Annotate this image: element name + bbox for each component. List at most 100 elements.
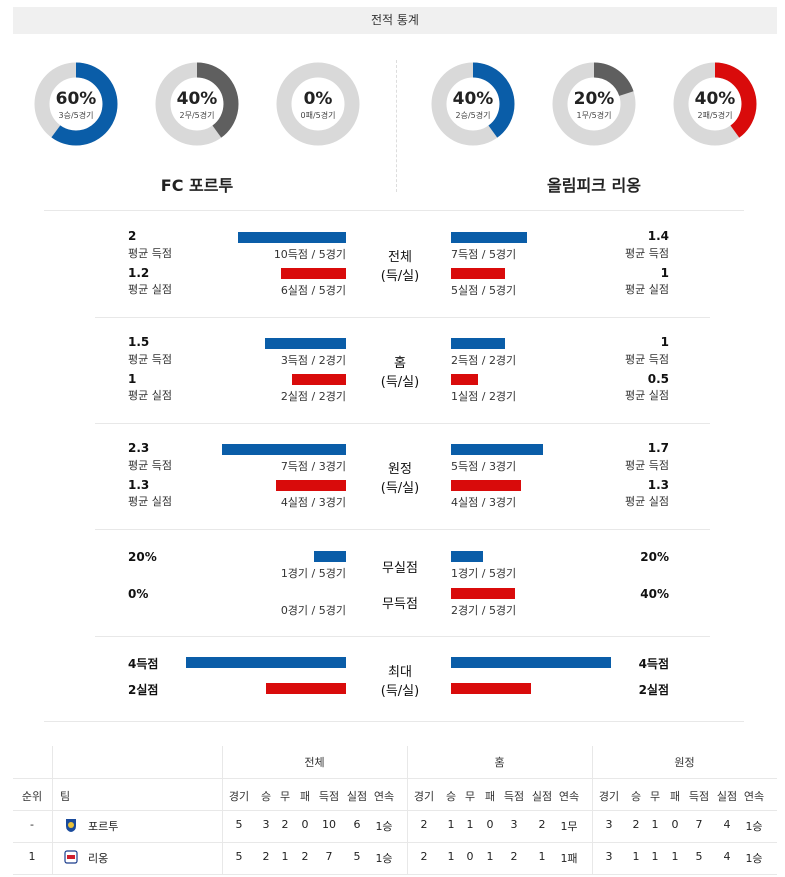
- right-max-against-value: 2실점: [638, 683, 669, 697]
- left-max-against-value: 2실점: [128, 683, 159, 697]
- left-for-label: 평균 득점: [128, 247, 172, 260]
- max-subtitle: (득/실): [380, 684, 420, 699]
- right-for-caption: 7득점 / 5경기: [451, 248, 517, 261]
- left-donut-2: 0% 0패/5경기: [276, 62, 360, 146]
- column-header: 연속: [373, 790, 395, 803]
- donut-caption: 2무/5경기: [179, 111, 215, 120]
- right-for-value: 1: [660, 335, 669, 349]
- column-header: 득점: [503, 790, 525, 803]
- table-divider: [13, 842, 777, 843]
- stat-cell: 4: [723, 818, 731, 831]
- right-donut-2: 40% 2패/5경기: [673, 62, 757, 146]
- right-for-bar: [451, 338, 505, 349]
- column-header: 실점: [346, 790, 368, 803]
- team-cell[interactable]: 리옹: [88, 852, 109, 865]
- donut-arc: [155, 62, 239, 146]
- stat-cell: 1: [447, 818, 455, 831]
- left-for-bar: [222, 444, 346, 455]
- center-divider: [396, 60, 397, 192]
- left-against-caption: 4실점 / 3경기: [280, 496, 346, 509]
- stat-cell: 3: [605, 850, 613, 863]
- right-for-bar: [451, 444, 543, 455]
- rank-cell: -: [30, 818, 34, 831]
- stat-cell: 1승: [745, 820, 763, 833]
- left-for-value: 2.3: [128, 441, 150, 455]
- left-donut-1: 40% 2무/5경기: [155, 62, 239, 146]
- section-divider: [95, 636, 710, 637]
- stat-cell: 0: [301, 818, 309, 831]
- left-for-label: 평균 득점: [128, 353, 172, 366]
- table-vline: [592, 746, 593, 874]
- left-clean-bar: [314, 551, 346, 562]
- team-name-right: 올림피크 리옹: [547, 176, 641, 195]
- right-against-bar: [451, 480, 521, 491]
- left-max-for-value: 4득점: [128, 657, 159, 671]
- column-header: 연속: [558, 790, 580, 803]
- stat-cell: 3: [605, 818, 613, 831]
- left-against-label: 평균 실점: [128, 495, 172, 508]
- donut-track: [276, 62, 360, 146]
- right-donut-1: 20% 1무/5경기: [552, 62, 636, 146]
- donut-arc: [431, 62, 515, 146]
- right-max-for-value: 4득점: [638, 657, 669, 671]
- left-against-label: 평균 실점: [128, 389, 172, 402]
- section-title: 홈: [394, 356, 406, 371]
- section-title: 원정: [388, 462, 412, 477]
- section-subtitle: (득/실): [380, 481, 420, 496]
- donut-arc: [552, 62, 636, 146]
- right-max-against-bar: [451, 683, 531, 694]
- right-against-bar: [451, 268, 505, 279]
- stat-cell: 0: [486, 818, 494, 831]
- column-header: 패: [669, 790, 681, 803]
- team-cell[interactable]: 포르투: [88, 820, 119, 833]
- right-for-caption: 5득점 / 3경기: [451, 460, 517, 473]
- left-for-value: 2: [128, 229, 137, 243]
- column-header: 득점: [318, 790, 340, 803]
- table-vline: [52, 746, 53, 874]
- stat-cell: 3: [510, 818, 518, 831]
- column-header: 득점: [688, 790, 710, 803]
- donut-caption: 2승/5경기: [455, 111, 491, 120]
- rank-header: 순위: [21, 790, 43, 803]
- stat-cell: 1: [651, 850, 659, 863]
- donut-arc: [673, 62, 757, 146]
- donut-caption: 2패/5경기: [697, 111, 733, 120]
- right-against-value: 1.3: [647, 478, 669, 492]
- left-for-caption: 10득점 / 5경기: [273, 248, 346, 261]
- column-header: 경기: [228, 790, 250, 803]
- left-against-value: 1.2: [128, 266, 150, 280]
- stat-cell: 5: [353, 850, 361, 863]
- team-name-left: FC 포르투: [160, 176, 234, 195]
- donut-caption: 3승/5경기: [58, 111, 94, 120]
- right-noscore-bar: [451, 588, 515, 599]
- column-header: 패: [299, 790, 311, 803]
- column-header: 실점: [716, 790, 738, 803]
- right-against-label: 평균 실점: [625, 283, 669, 296]
- stat-cell: 7: [325, 850, 333, 863]
- stat-cell: 2: [281, 818, 289, 831]
- donut-percent: 40%: [176, 89, 218, 109]
- stat-cell: 1승: [745, 852, 763, 865]
- column-header: 경기: [598, 790, 620, 803]
- stats-header: 전적 통계: [13, 7, 777, 34]
- right-for-label: 평균 득점: [625, 459, 669, 472]
- stat-cell: 1패: [560, 852, 578, 865]
- donut-ring: [431, 62, 515, 146]
- right-clean-bar: [451, 551, 483, 562]
- stat-cell: 4: [723, 850, 731, 863]
- stat-cell: 2: [420, 850, 428, 863]
- porto-crest-icon: [63, 817, 79, 833]
- table-divider: [13, 874, 777, 875]
- donut-percent: 60%: [55, 89, 97, 109]
- right-against-caption: 5실점 / 5경기: [451, 284, 517, 297]
- right-against-value: 0.5: [647, 372, 669, 386]
- right-against-label: 평균 실점: [625, 495, 669, 508]
- lyon-crest-icon: [63, 849, 79, 865]
- stat-cell: 1: [538, 850, 546, 863]
- donut-ring: [276, 62, 360, 146]
- table-vline: [407, 746, 408, 874]
- table-group-header: 원정: [674, 756, 695, 769]
- stat-cell: 5: [235, 818, 243, 831]
- right-against-bar: [451, 374, 478, 385]
- donut-ring: [155, 62, 239, 146]
